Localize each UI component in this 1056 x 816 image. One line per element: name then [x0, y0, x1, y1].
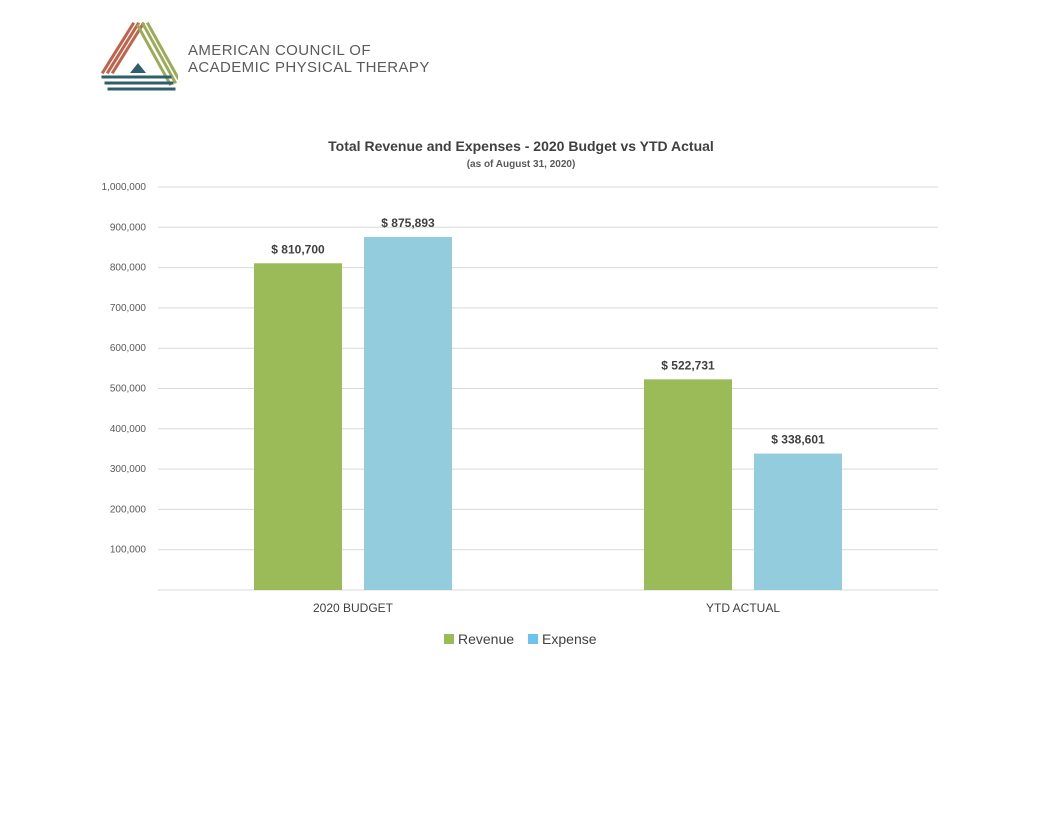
- bar-revenue: [254, 263, 342, 590]
- y-tick-label: 800,000: [110, 263, 147, 274]
- data-label: $ 875,893: [381, 216, 435, 230]
- chart-title: Total Revenue and Expenses - 2020 Budget…: [328, 138, 714, 154]
- legend-item-revenue: Revenue: [444, 631, 514, 647]
- chart-legend: Revenue Expense: [444, 630, 597, 648]
- y-tick-label: 1,000,000: [102, 182, 147, 193]
- y-tick-label: 400,000: [110, 424, 147, 435]
- organization-name-line1: AMERICAN COUNCIL OF: [188, 42, 371, 59]
- bar-revenue: [644, 379, 732, 590]
- data-label: $ 338,601: [771, 433, 825, 447]
- y-tick-label: 900,000: [110, 222, 147, 233]
- legend-item-expense: Expense: [528, 631, 597, 647]
- organization-logo: AMERICAN COUNCIL OF ACADEMIC PHYSICAL TH…: [100, 22, 460, 94]
- y-tick-label: 500,000: [110, 384, 147, 395]
- data-label: $ 522,731: [661, 358, 715, 372]
- organization-name-line2: ACADEMIC PHYSICAL THERAPY: [188, 59, 430, 76]
- organization-name: AMERICAN COUNCIL OF ACADEMIC PHYSICAL TH…: [188, 42, 430, 76]
- y-tick-label: 200,000: [110, 504, 147, 515]
- y-tick-label: 100,000: [110, 545, 147, 556]
- bar-expense: [364, 237, 452, 590]
- x-category-label: 2020 BUDGET: [313, 601, 394, 615]
- y-tick-label: 300,000: [110, 464, 147, 475]
- chart-container: 100,000 200,000 300,000 400,000 500,000 600,0…: [0, 130, 1056, 660]
- legend-swatch-revenue: [444, 634, 454, 644]
- legend-label-revenue: Revenue: [458, 631, 515, 647]
- bar-chart: 100,000 200,000 300,000 400,000 500,000 600,0…: [102, 182, 938, 615]
- y-tick-label: 600,000: [110, 343, 147, 354]
- bar-expense: [754, 453, 842, 590]
- data-label: $ 810,700: [271, 242, 325, 256]
- y-tick-label: 700,000: [110, 303, 147, 314]
- chart-subtitle: (as of August 31, 2020): [466, 159, 576, 170]
- legend-swatch-expense: [528, 634, 539, 644]
- triangle-logo-icon: [100, 22, 178, 91]
- legend-label-expense: Expense: [542, 631, 597, 647]
- x-category-label: YTD ACTUAL: [706, 601, 780, 615]
